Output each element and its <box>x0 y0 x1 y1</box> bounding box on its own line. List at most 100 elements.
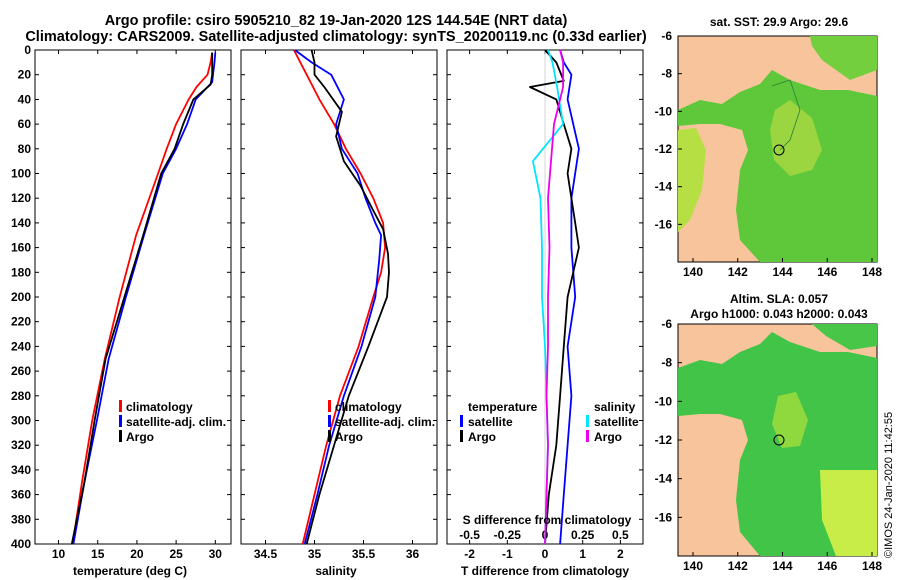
y-tick-label: 140 <box>11 216 31 230</box>
series-line-climatology <box>71 52 214 545</box>
series-line-t-argo <box>529 49 580 545</box>
legend-label-argo: Argo <box>335 430 363 444</box>
series-line-argo <box>305 49 390 545</box>
x-top-tick-label: -0.25 <box>494 528 522 542</box>
legend-label-satellite: satellite-adj. clim. <box>126 415 226 429</box>
x-axis-label-salinity: salinity <box>315 564 357 578</box>
lat-tick-label: -6 <box>661 317 672 331</box>
legend-swatch-argo <box>328 430 331 442</box>
y-tick-label: 60 <box>18 117 32 131</box>
legend-swatch-climatology <box>119 400 122 412</box>
sla-map-yellow-patch <box>820 470 877 556</box>
y-tick-label: 340 <box>11 463 31 477</box>
lat-tick-label: -10 <box>655 104 673 118</box>
panel-1-marks: 0 20 40 60 80 100 120 140 160 180 200 220 240 260 280 3… <box>11 43 231 561</box>
legend-label-argo: Argo <box>126 430 154 444</box>
x-tick-label: 20 <box>130 547 144 561</box>
sla-map: Altim. SLA: 0.057 Argo h1000: 0.043 h200… <box>655 292 883 573</box>
series-line-t-satellite <box>559 49 580 545</box>
x-tick-label: 34.5 <box>254 547 278 561</box>
legend-label-s-satellite: satellite <box>594 415 639 429</box>
sst-map: sat. SST: 29.9 Argo: 29.6 140 142 144 146 14… <box>655 15 883 279</box>
temperature-panel-frame <box>34 49 232 545</box>
x-tick-label: 25 <box>169 547 183 561</box>
lon-tick-label: 140 <box>683 559 703 573</box>
x-tick-label: 30 <box>209 547 223 561</box>
y-tick-label: 160 <box>11 241 31 255</box>
legend-label-s-argo: Argo <box>594 430 622 444</box>
y-tick-label: 260 <box>11 364 31 378</box>
y-tick-label: 300 <box>11 414 31 428</box>
legend-label-climatology: climatology <box>126 400 193 414</box>
difference-legend: temperature satellite Argo salinity sate… <box>460 400 639 444</box>
x-tick-label: 1 <box>579 547 586 561</box>
lat-tick-label: -12 <box>655 433 673 447</box>
legend-label-climatology: climatology <box>335 400 402 414</box>
series-line-argo <box>70 52 214 545</box>
x-tick-label: 2 <box>617 547 624 561</box>
x-axis-label-temperature: temperature (deg C) <box>73 564 187 578</box>
legend-swatch-t-argo <box>460 430 463 442</box>
panel-2-marks: 34.5 35 35.5 36 <box>241 49 437 561</box>
lon-tick-label: 140 <box>683 265 703 279</box>
y-tick-label: 360 <box>11 488 31 502</box>
lon-tick-label: 142 <box>728 265 748 279</box>
y-tick-label: 200 <box>11 290 31 304</box>
temperature-legend: climatology satellite-adj. clim. Argo <box>119 400 226 444</box>
sla-map-title-line1: Altim. SLA: 0.057 <box>730 292 828 306</box>
imos-credit: ©IMOS 24-Jan-2020 11:42:55 <box>883 411 895 558</box>
sst-map-gulf-water <box>678 70 877 262</box>
y-tick-label: 40 <box>18 92 32 106</box>
lat-tick-label: -8 <box>661 356 672 370</box>
y-tick-label: 0 <box>24 43 31 57</box>
legend-swatch-satellite <box>119 415 122 427</box>
x-top-tick-label: 0.25 <box>571 528 595 542</box>
x-top-tick-label: -0.5 <box>459 528 480 542</box>
legend-title-temperature: temperature <box>468 400 538 414</box>
x-tick-label: -1 <box>502 547 513 561</box>
lon-tick-label: 146 <box>817 265 837 279</box>
x-axis-label-s-difference: S difference from climatology <box>463 513 632 527</box>
x-tick-label: -2 <box>464 547 475 561</box>
lat-tick-label: -16 <box>655 510 673 524</box>
legend-swatch-argo <box>119 430 122 442</box>
figure-title-line1: Argo profile: csiro 5905210_82 19-Jan-20… <box>104 13 568 29</box>
sla-map-north-water <box>812 324 877 350</box>
x-tick-label: 10 <box>52 547 66 561</box>
y-tick-label: 80 <box>18 142 32 156</box>
lon-tick-label: 146 <box>817 559 837 573</box>
y-tick-label: 20 <box>18 68 32 82</box>
x-tick-label: 15 <box>91 547 105 561</box>
lat-tick-label: -12 <box>655 142 673 156</box>
legend-swatch-satellite <box>328 415 331 427</box>
x-tick-label: 35.5 <box>352 547 376 561</box>
y-tick-label: 120 <box>11 191 31 205</box>
x-tick-label: 0 <box>542 547 549 561</box>
y-tick-label: 220 <box>11 315 31 329</box>
legend-swatch-t-satellite <box>460 415 463 427</box>
sst-map-warm-patch <box>770 100 822 176</box>
lon-tick-label: 148 <box>862 559 882 573</box>
lat-tick-label: -8 <box>661 67 672 81</box>
sla-map-title-line2: Argo h1000: 0.043 h2000: 0.043 <box>690 307 868 321</box>
series-line-s-argo <box>544 49 564 545</box>
x-tick-label: 35 <box>308 547 322 561</box>
lat-tick-label: -14 <box>655 180 673 194</box>
y-tick-label: 180 <box>11 265 31 279</box>
lon-tick-label: 144 <box>772 265 792 279</box>
lat-tick-label: -10 <box>655 394 673 408</box>
sst-map-north-water <box>810 36 877 80</box>
figure-title-line2: Climatology: CARS2009. Satellite-adjuste… <box>25 29 647 45</box>
legend-label-satellite: satellite-adj. clim. <box>335 415 435 429</box>
sst-map-argo-marker <box>773 144 785 156</box>
x-axis-label-t-difference: T difference from climatology <box>461 564 629 578</box>
sst-map-title: sat. SST: 29.9 Argo: 29.6 <box>710 15 849 29</box>
legend-label-t-argo: Argo <box>468 430 496 444</box>
x-tick-label: 36 <box>406 547 420 561</box>
sst-map-west-coast-water <box>678 128 706 232</box>
series-line-satellite-adj-clim- <box>294 49 383 545</box>
y-tick-label: 100 <box>11 167 31 181</box>
y-tick-label: 380 <box>11 512 31 526</box>
legend-swatch-s-satellite <box>586 415 589 427</box>
